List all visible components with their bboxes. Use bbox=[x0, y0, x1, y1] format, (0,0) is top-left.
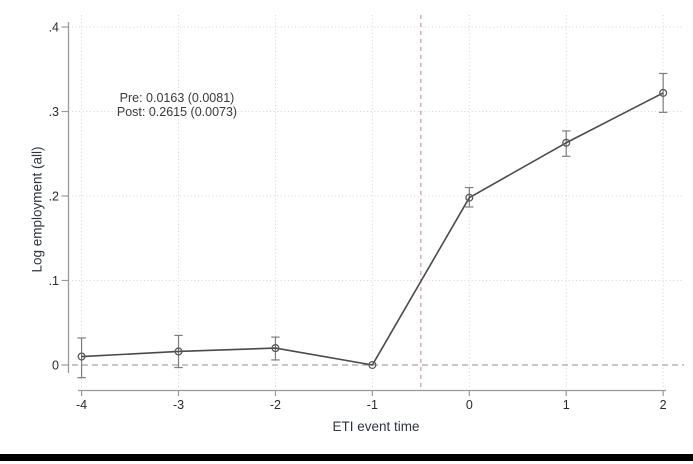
y-tick-label: 0 bbox=[52, 359, 59, 373]
pre-post-annotation: Pre: 0.0163 (0.0081) Post: 0.2615 (0.007… bbox=[67, 91, 287, 119]
event-study-chart: 0 .1 .2 .3 .4 -4 -3 -2 -1 0 1 2 Log employment (all… bbox=[29, 15, 684, 434]
bottom-black-bar bbox=[0, 454, 693, 461]
y-tick-label: .3 bbox=[49, 105, 59, 119]
x-tick-label: 1 bbox=[563, 398, 570, 412]
series-line bbox=[81, 92, 664, 366]
x-tick-label: 0 bbox=[466, 398, 473, 412]
y-tick-label: .2 bbox=[49, 190, 59, 204]
x-tick-label: -3 bbox=[173, 398, 184, 412]
x-axis-title: ETI event time bbox=[332, 419, 420, 434]
x-tick-label: -2 bbox=[270, 398, 281, 412]
data-point-marker bbox=[562, 138, 571, 147]
y-tick-label: .4 bbox=[49, 21, 59, 35]
x-tick-label: -1 bbox=[367, 398, 378, 412]
annotation-pre-line: Pre: 0.0163 (0.0081) bbox=[119, 91, 235, 105]
data-point-marker bbox=[77, 352, 86, 361]
y-tick-label: .1 bbox=[49, 274, 59, 288]
x-tick-label: 2 bbox=[660, 398, 667, 412]
annotation-post-line: Post: 0.2615 (0.0073) bbox=[116, 104, 238, 119]
plot-area: 0 .1 .2 .3 .4 -4 -3 -2 -1 0 1 2 bbox=[49, 15, 684, 412]
data-point-marker bbox=[465, 193, 474, 202]
data-point-marker bbox=[368, 360, 377, 370]
x-tick-label: -4 bbox=[76, 398, 87, 412]
data-point-marker bbox=[174, 347, 183, 356]
data-point-marker bbox=[659, 88, 668, 97]
y-axis-title: Log employment (all) bbox=[29, 146, 45, 273]
data-point-marker bbox=[271, 344, 280, 353]
